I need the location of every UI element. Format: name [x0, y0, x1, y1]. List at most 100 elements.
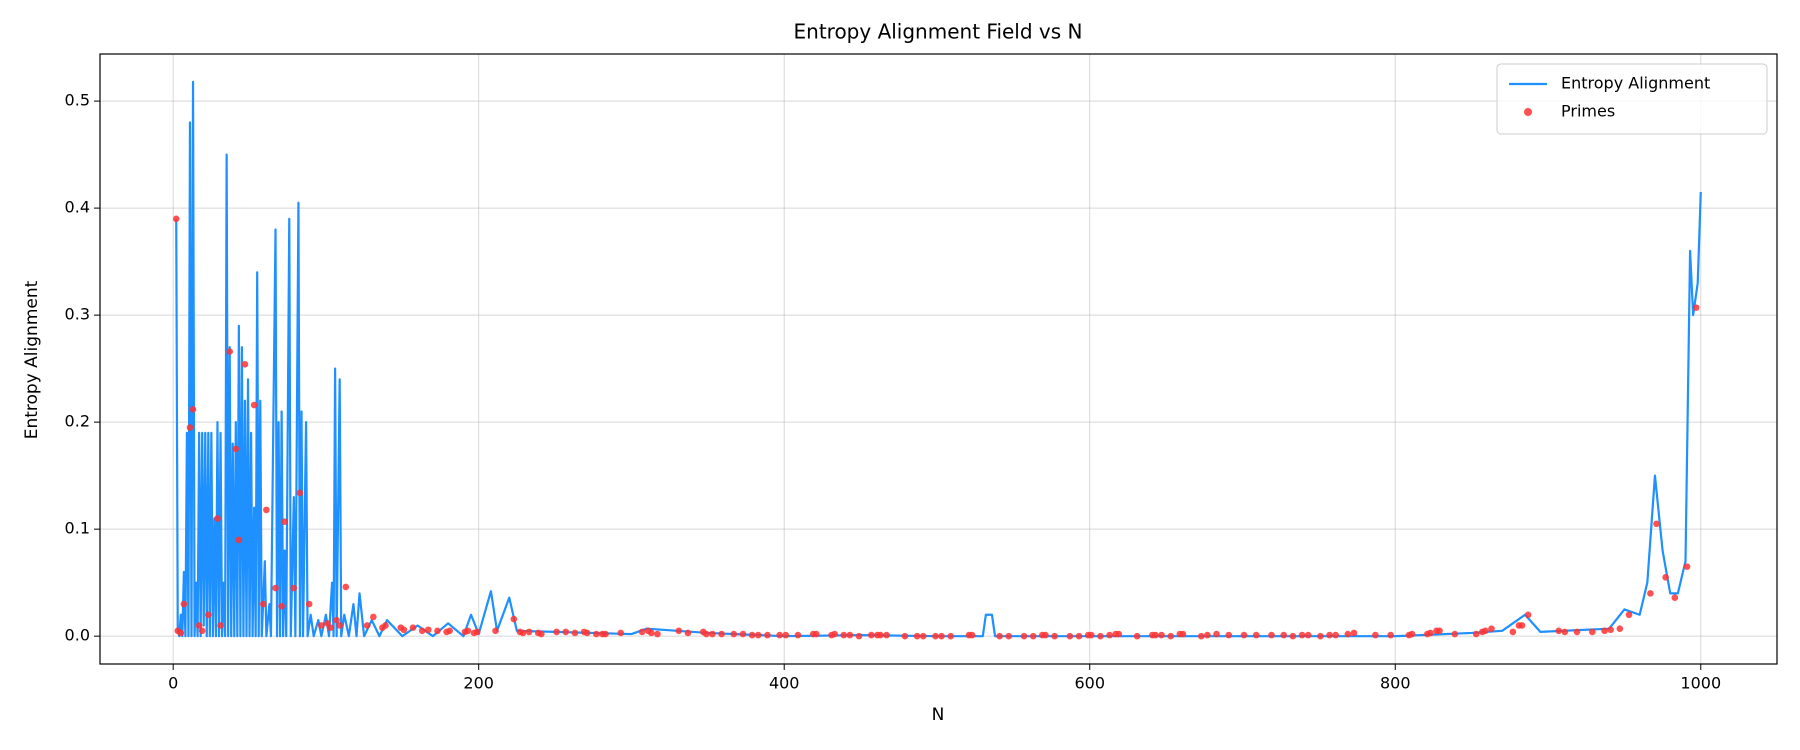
- prime-point: [675, 627, 683, 635]
- prime-point: [709, 630, 716, 638]
- y-tick-label: 0.1: [65, 519, 90, 538]
- prime-point: [593, 630, 600, 638]
- x-tick-label: 1000: [1680, 674, 1721, 693]
- prime-point: [1097, 632, 1104, 640]
- prime-point: [217, 622, 224, 629]
- prime-point: [1197, 632, 1205, 640]
- prime-point: [241, 361, 249, 368]
- prime-point: [617, 629, 625, 637]
- prime-point: [1020, 632, 1028, 640]
- prime-point: [250, 401, 258, 409]
- prime-point: [1482, 627, 1489, 635]
- prime-point: [473, 628, 481, 636]
- prime-point: [327, 624, 334, 631]
- prime-point: [1152, 631, 1159, 639]
- prime-point: [684, 629, 692, 637]
- prime-point: [1115, 630, 1123, 638]
- prime-point: [180, 600, 188, 608]
- prime-point: [1683, 563, 1691, 570]
- prime-point: [418, 627, 426, 635]
- legend-label: Entropy Alignment: [1561, 74, 1710, 93]
- prime-point: [718, 630, 725, 638]
- prime-point: [1225, 631, 1233, 639]
- prime-point: [214, 515, 221, 522]
- prime-point: [1387, 631, 1394, 639]
- prime-point: [177, 629, 185, 637]
- prime-point: [968, 631, 976, 639]
- x-tick-label: 600: [1074, 674, 1105, 693]
- legend-marker: [1524, 108, 1532, 116]
- prime-point: [932, 632, 939, 640]
- prime-point: [846, 631, 854, 639]
- prime-point: [553, 628, 560, 636]
- prime-point: [947, 632, 955, 640]
- prime-point: [1326, 631, 1333, 639]
- prime-point: [409, 624, 417, 631]
- prime-point: [883, 631, 890, 639]
- prime-point: [336, 622, 343, 629]
- x-tick-label: 800: [1380, 674, 1411, 693]
- prime-point: [1240, 631, 1248, 639]
- prime-point: [1087, 631, 1095, 639]
- prime-point: [1625, 611, 1633, 619]
- prime-point: [1653, 520, 1660, 528]
- prime-point: [1427, 629, 1434, 637]
- prime-point: [831, 630, 838, 638]
- prime-point: [434, 627, 441, 635]
- prime-point: [1488, 625, 1495, 632]
- prime-point: [877, 631, 884, 639]
- y-tick-label: 0.3: [65, 305, 90, 324]
- prime-point: [1647, 590, 1654, 597]
- prime-point: [776, 631, 783, 639]
- prime-point: [730, 630, 738, 638]
- line: [175, 80, 1702, 638]
- x-tick-label: 400: [769, 674, 800, 693]
- prime-point: [764, 631, 771, 639]
- prime-point: [1555, 627, 1563, 635]
- prime-point: [281, 518, 288, 525]
- prime-point: [363, 622, 371, 629]
- prime-point: [189, 405, 197, 413]
- legend-label: Primes: [1561, 102, 1615, 121]
- prime-point: [235, 536, 243, 544]
- prime-point: [1158, 631, 1165, 639]
- prime-point: [1332, 631, 1339, 639]
- prime-point: [1289, 632, 1297, 640]
- prime-point: [195, 622, 203, 629]
- prime-point: [492, 627, 499, 635]
- prime-point: [754, 631, 762, 639]
- prime-point: [1106, 631, 1113, 639]
- prime-point: [1616, 625, 1624, 632]
- prime-point: [1372, 631, 1379, 639]
- prime-point: [901, 632, 909, 640]
- prime-point: [938, 632, 945, 640]
- x-tick-label: 200: [463, 674, 494, 693]
- prime-point: [1133, 632, 1141, 640]
- prime-point: [1179, 630, 1187, 638]
- prime-point: [1268, 631, 1275, 639]
- prime-point: [1524, 611, 1532, 619]
- prime-point: [205, 611, 212, 619]
- prime-point: [1252, 631, 1260, 639]
- y-tick-label: 0.2: [65, 412, 90, 431]
- prime-point: [1589, 628, 1596, 636]
- prime-point: [867, 631, 875, 639]
- prime-point: [305, 600, 313, 608]
- prime-point: [739, 630, 747, 638]
- prime-point: [648, 629, 655, 637]
- prime-point: [654, 630, 661, 638]
- prime-point: [1005, 632, 1013, 640]
- prime-point: [1344, 630, 1352, 638]
- prime-point: [1561, 628, 1569, 636]
- prime-point: [1280, 631, 1288, 639]
- y-tick-label: 0.5: [65, 91, 90, 110]
- prime-point: [748, 631, 756, 639]
- prime-point: [260, 600, 267, 608]
- prime-point: [464, 627, 472, 635]
- prime-point: [1509, 628, 1517, 636]
- prime-point: [400, 626, 408, 634]
- prime-point: [794, 631, 802, 639]
- prime-point: [369, 613, 377, 621]
- prime-point: [424, 626, 432, 634]
